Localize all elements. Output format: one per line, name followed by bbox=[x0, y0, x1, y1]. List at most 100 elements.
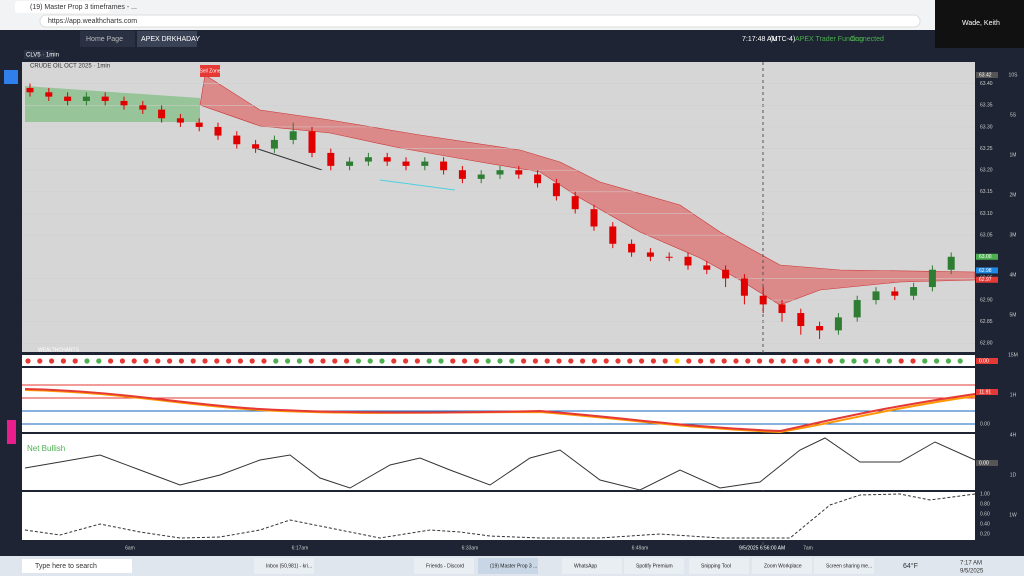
signal-dot bbox=[202, 358, 208, 364]
signal-dot bbox=[273, 358, 279, 364]
signal-dot bbox=[367, 358, 373, 364]
candle-body bbox=[628, 243, 636, 253]
taskbar-app[interactable] bbox=[254, 558, 314, 574]
price-tag-label: 63.00 bbox=[979, 254, 992, 260]
signal-dot bbox=[910, 358, 916, 364]
taskbar-app-label: Spotify Premium bbox=[636, 563, 673, 569]
signal-dot bbox=[556, 358, 562, 364]
timeframe[interactable]: 2M bbox=[1010, 192, 1017, 198]
signal-dot bbox=[497, 358, 503, 364]
taskbar-app[interactable] bbox=[562, 558, 622, 574]
price-tag-label: 63.42 bbox=[979, 72, 992, 78]
candle-body bbox=[684, 256, 692, 266]
timeframe[interactable]: 5M bbox=[1010, 312, 1017, 318]
candle-body bbox=[383, 157, 391, 162]
candle-body bbox=[176, 118, 184, 123]
timeframe[interactable]: 1D bbox=[1010, 472, 1017, 478]
timeframe[interactable]: 15M bbox=[1008, 352, 1018, 358]
color-swatch[interactable] bbox=[7, 420, 16, 444]
taskbar-app[interactable] bbox=[414, 558, 474, 574]
signal-dot bbox=[521, 358, 527, 364]
tag-bg bbox=[976, 460, 998, 466]
signal-dot bbox=[627, 358, 633, 364]
symbol: CLV5 · 1min bbox=[26, 53, 59, 59]
status: Connected bbox=[850, 36, 884, 43]
search: Type here to search bbox=[35, 563, 97, 570]
signal-dot bbox=[674, 358, 680, 364]
timeframe[interactable]: 5S bbox=[1010, 112, 1017, 118]
signal-dot bbox=[226, 358, 232, 364]
y-tick-label: 63.05 bbox=[980, 232, 993, 238]
signal-dot bbox=[167, 358, 173, 364]
price-tag bbox=[976, 276, 998, 283]
clock-time: 7:17 AM bbox=[960, 561, 982, 567]
timeframe[interactable]: 4M bbox=[1010, 272, 1017, 278]
signal-dot bbox=[721, 358, 727, 364]
signal-dot bbox=[757, 358, 763, 364]
taskbar-app-label: (19) Master Prop 3 ... bbox=[490, 563, 537, 569]
candle-body bbox=[646, 252, 654, 257]
y-tick-label: 63.35 bbox=[980, 103, 993, 109]
bounded-tick: 1.00 bbox=[980, 491, 990, 497]
timeframe[interactable]: 1M bbox=[1010, 152, 1017, 158]
signal-dot bbox=[285, 358, 291, 364]
add-button[interactable] bbox=[4, 70, 18, 84]
tab-home[interactable] bbox=[80, 31, 135, 47]
signal-dot bbox=[84, 358, 90, 364]
candle-body bbox=[289, 131, 297, 140]
candle-body bbox=[82, 96, 90, 101]
signal-dot bbox=[816, 358, 822, 364]
candle-body bbox=[45, 92, 53, 97]
signal-dot bbox=[851, 358, 857, 364]
candle-body bbox=[778, 304, 786, 314]
symbol-box[interactable] bbox=[24, 50, 54, 59]
x-tick-label: 6:49am bbox=[632, 545, 649, 551]
fast-line bbox=[24, 388, 976, 433]
trendline bbox=[254, 147, 323, 171]
signal-dot bbox=[320, 358, 326, 364]
candle-body bbox=[722, 269, 730, 279]
signal-dot bbox=[568, 358, 574, 364]
address-bar[interactable] bbox=[39, 14, 921, 28]
signal-dot bbox=[839, 358, 845, 364]
tab-active[interactable] bbox=[137, 31, 197, 47]
signal-dot bbox=[237, 358, 243, 364]
x-tick-label: 6am bbox=[125, 545, 135, 551]
signal-dot bbox=[709, 358, 716, 364]
candle-body bbox=[26, 87, 34, 93]
taskbar-app[interactable] bbox=[689, 558, 749, 574]
signal-dot bbox=[780, 358, 786, 364]
timeframe[interactable]: 10S bbox=[1009, 72, 1019, 78]
signal-dot bbox=[108, 358, 114, 364]
taskbar-app[interactable] bbox=[752, 558, 812, 574]
candle-body bbox=[834, 317, 842, 331]
wave-line bbox=[24, 437, 976, 491]
signal-dot bbox=[155, 358, 161, 364]
y-tick-label: 62.80 bbox=[980, 341, 993, 347]
signal-dot bbox=[922, 358, 928, 364]
signal-dot bbox=[249, 358, 255, 364]
y-tick-label: 63.40 bbox=[980, 81, 993, 87]
candle-body bbox=[440, 161, 448, 171]
signal-dot bbox=[391, 358, 397, 364]
candle-body bbox=[947, 256, 955, 270]
candle-body bbox=[910, 287, 918, 296]
taskbar-app[interactable] bbox=[624, 558, 684, 574]
taskbar-app[interactable] bbox=[814, 558, 874, 574]
tag-bg bbox=[976, 358, 998, 364]
candle-body bbox=[120, 100, 128, 106]
tab[interactable] bbox=[15, 1, 110, 13]
taskbar-app-label: Zoom Workplace bbox=[764, 563, 802, 569]
signal-dot bbox=[60, 358, 66, 364]
timeframe[interactable]: 1H bbox=[1010, 392, 1017, 398]
bounded-line bbox=[24, 493, 976, 539]
taskbar-app[interactable] bbox=[478, 558, 538, 574]
search-box[interactable] bbox=[22, 559, 132, 573]
signal-dot bbox=[662, 358, 668, 364]
tab-title: (19) Master Prop 3 timeframes - ... bbox=[30, 4, 137, 11]
signal-dot bbox=[768, 358, 775, 364]
timeframe[interactable]: 3M bbox=[1010, 232, 1017, 238]
timeframe[interactable]: 1W bbox=[1009, 512, 1017, 518]
y-tick-label: 62.90 bbox=[980, 297, 993, 303]
timeframe[interactable]: 4H bbox=[1010, 432, 1017, 438]
